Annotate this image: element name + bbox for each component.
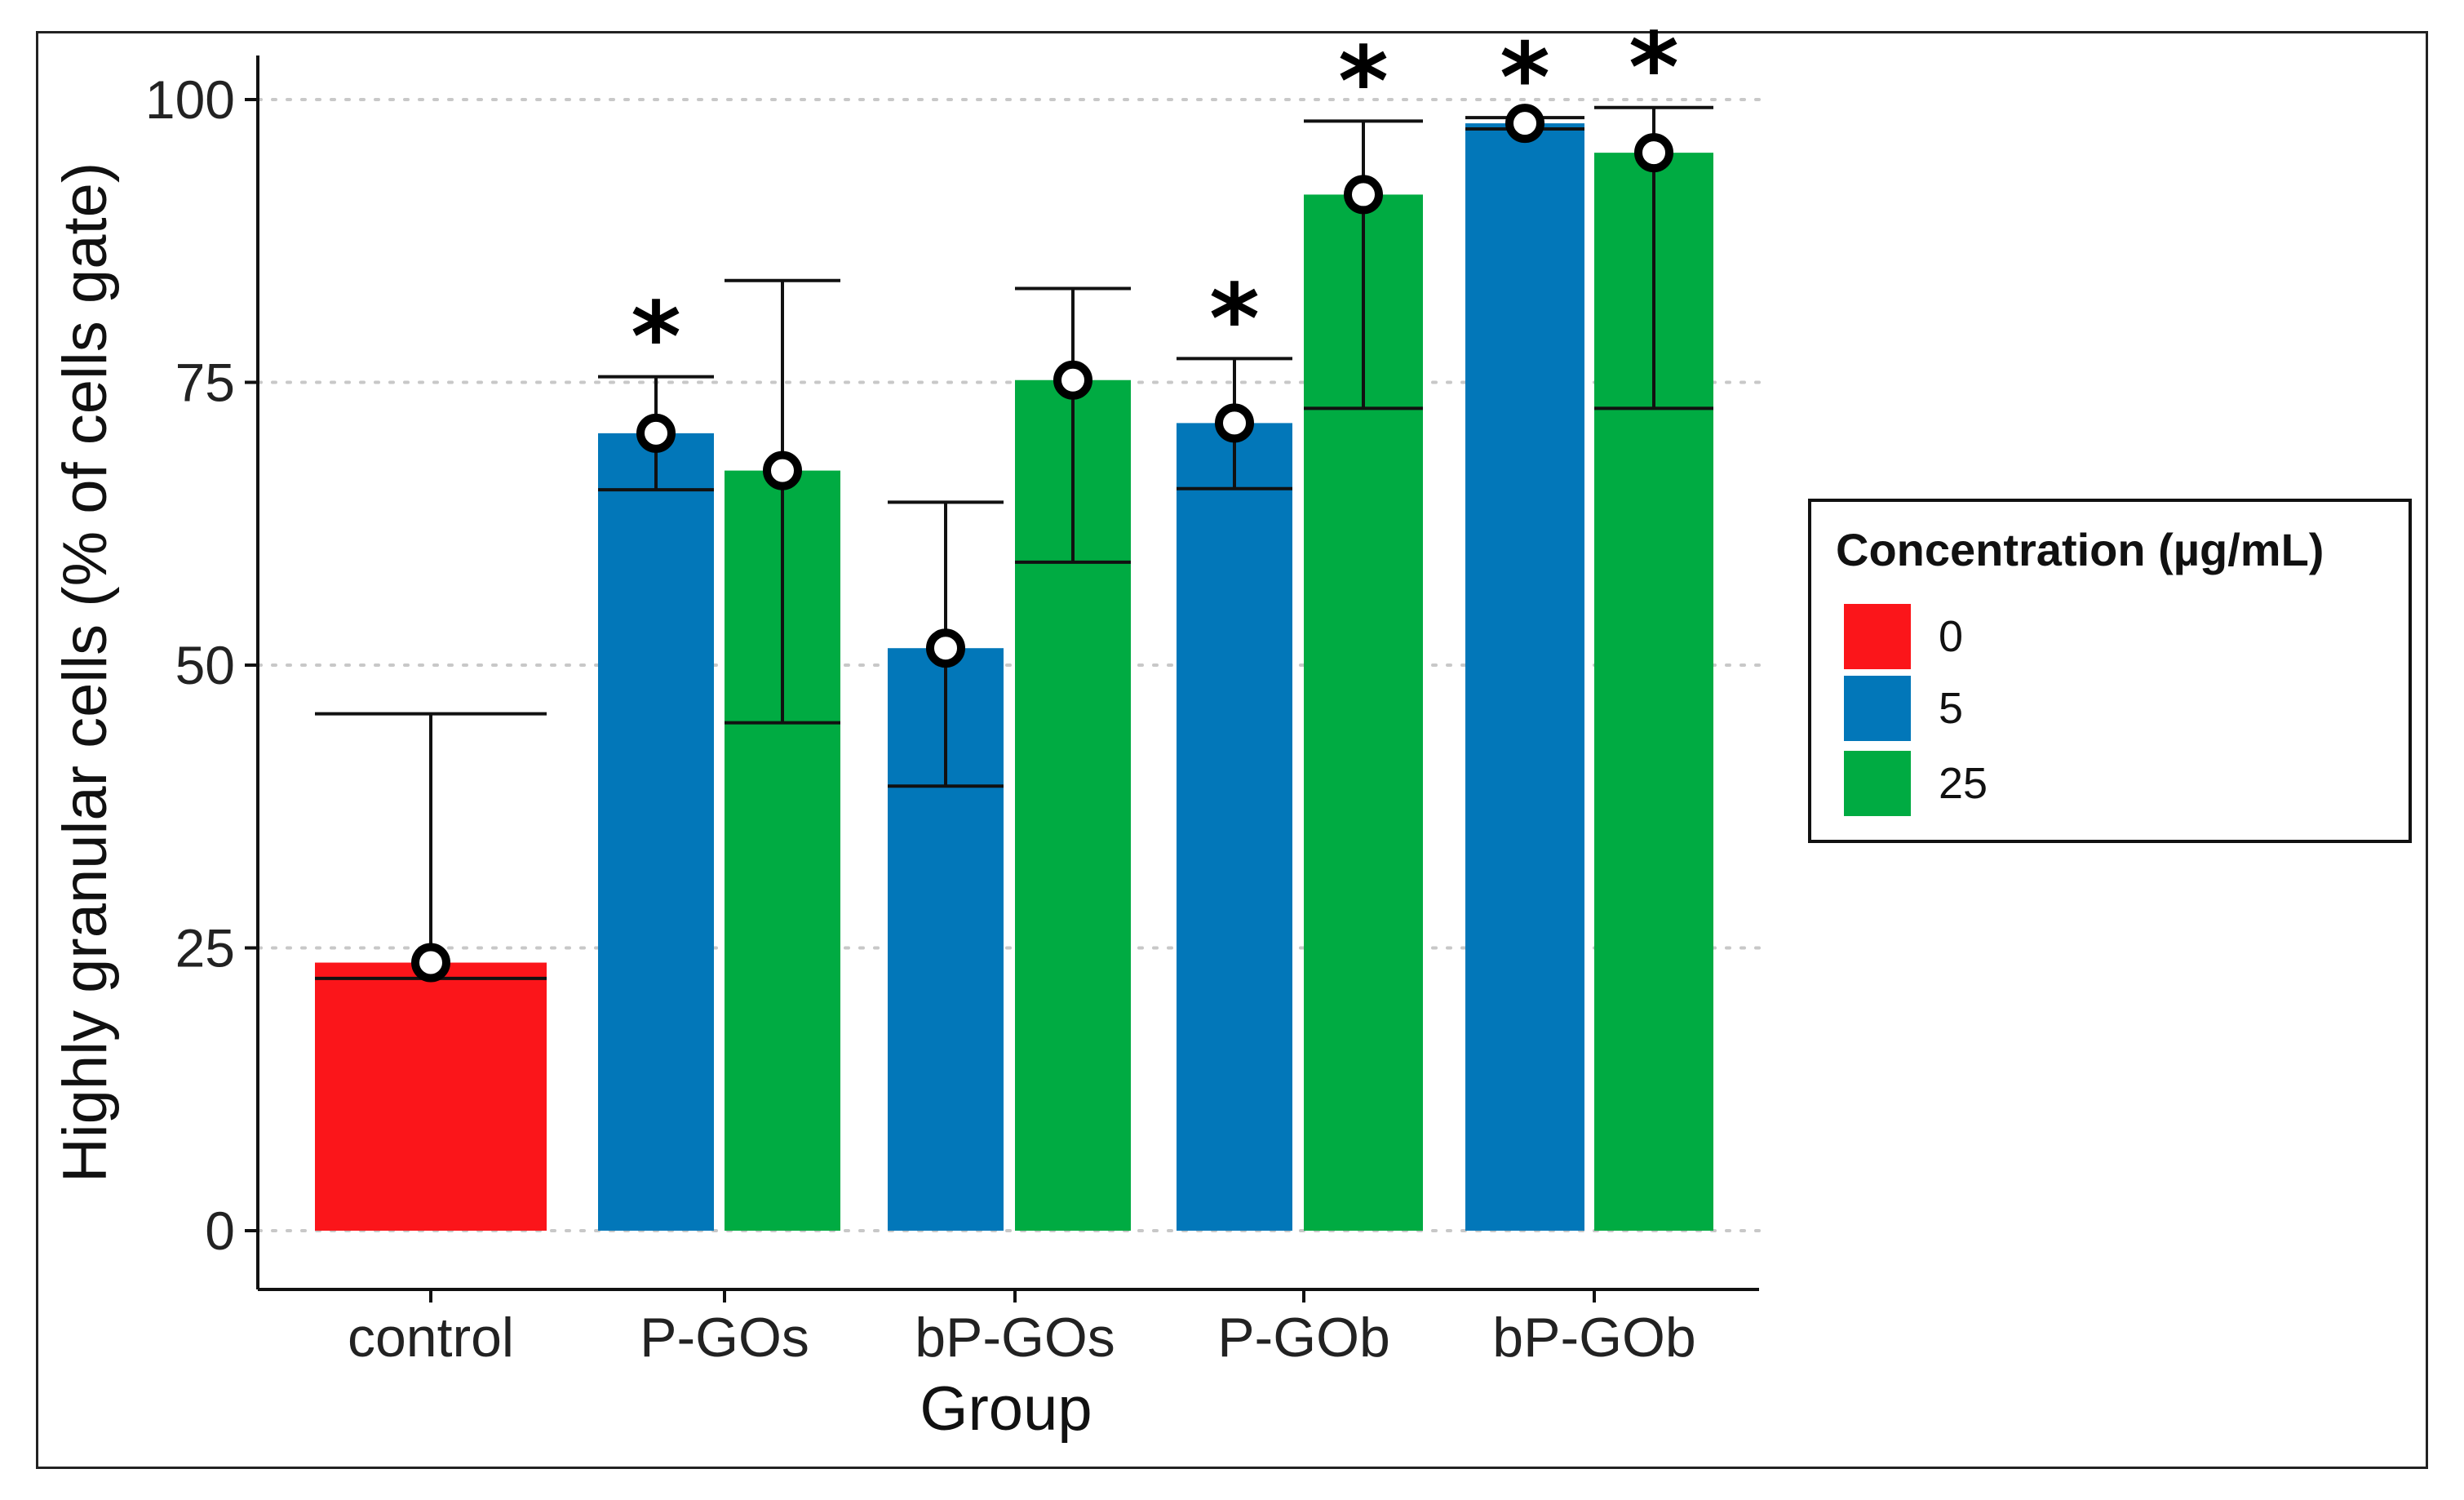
x-ticks: control P-GOs bP-GOs P-GOb bP-GOb <box>348 1289 1696 1369</box>
y-tick-label: 50 <box>175 635 235 695</box>
significance-star: * <box>1338 24 1389 137</box>
legend-entries: 0 5 25 <box>1844 604 1988 816</box>
legend-label: 5 <box>1939 684 1963 733</box>
significance-star: * <box>1500 21 1550 134</box>
legend-title: Concentration (µg/mL) <box>1836 524 2324 575</box>
mean-point <box>1634 133 1673 173</box>
x-tick-label: bP-GOb <box>1492 1307 1695 1369</box>
mean-point <box>636 413 676 453</box>
y-tick-label: 0 <box>205 1200 235 1261</box>
mean-point <box>411 943 450 983</box>
legend-label: 0 <box>1939 612 1963 661</box>
legend: Concentration (µg/mL) 0 5 25 <box>1808 499 2412 843</box>
x-tick-label: control <box>348 1307 514 1369</box>
significance-star: * <box>1629 11 1679 124</box>
y-tick-label: 100 <box>145 69 235 130</box>
mean-point <box>1215 403 1254 443</box>
legend-key-0 <box>1844 604 1911 669</box>
legend-label: 25 <box>1939 759 1988 808</box>
mean-point <box>763 450 802 490</box>
x-axis-title: Group <box>920 1374 1092 1444</box>
significance-markers: * * * * * <box>631 11 1679 393</box>
bar-control-0 <box>315 962 547 1231</box>
x-tick-label: P-GOb <box>1217 1307 1390 1369</box>
legend-key-5 <box>1844 676 1911 741</box>
y-tick-label: 75 <box>175 353 235 413</box>
y-axis-title: Highly granular cells (% of cells gate) <box>51 162 120 1183</box>
mean-point <box>926 628 965 668</box>
mean-point <box>1344 175 1383 215</box>
significance-star: * <box>631 281 681 393</box>
mean-point <box>1053 360 1092 400</box>
bars <box>315 123 1713 1232</box>
x-tick-label: P-GOs <box>640 1307 809 1369</box>
bar-P-GOb-5 <box>1177 423 1292 1231</box>
bar-bP-GOb-5 <box>1465 123 1584 1232</box>
legend-key-25 <box>1844 751 1911 816</box>
mean-points <box>411 104 1673 983</box>
x-tick-label: bP-GOs <box>915 1307 1115 1369</box>
axes <box>256 55 1759 1291</box>
y-tick-label: 25 <box>175 918 235 979</box>
y-ticks: 0 25 50 75 100 <box>145 69 258 1261</box>
figure-frame <box>36 31 2428 1469</box>
mean-point <box>1505 104 1544 144</box>
bar-P-GOs-5 <box>598 433 714 1231</box>
significance-star: * <box>1209 262 1260 375</box>
